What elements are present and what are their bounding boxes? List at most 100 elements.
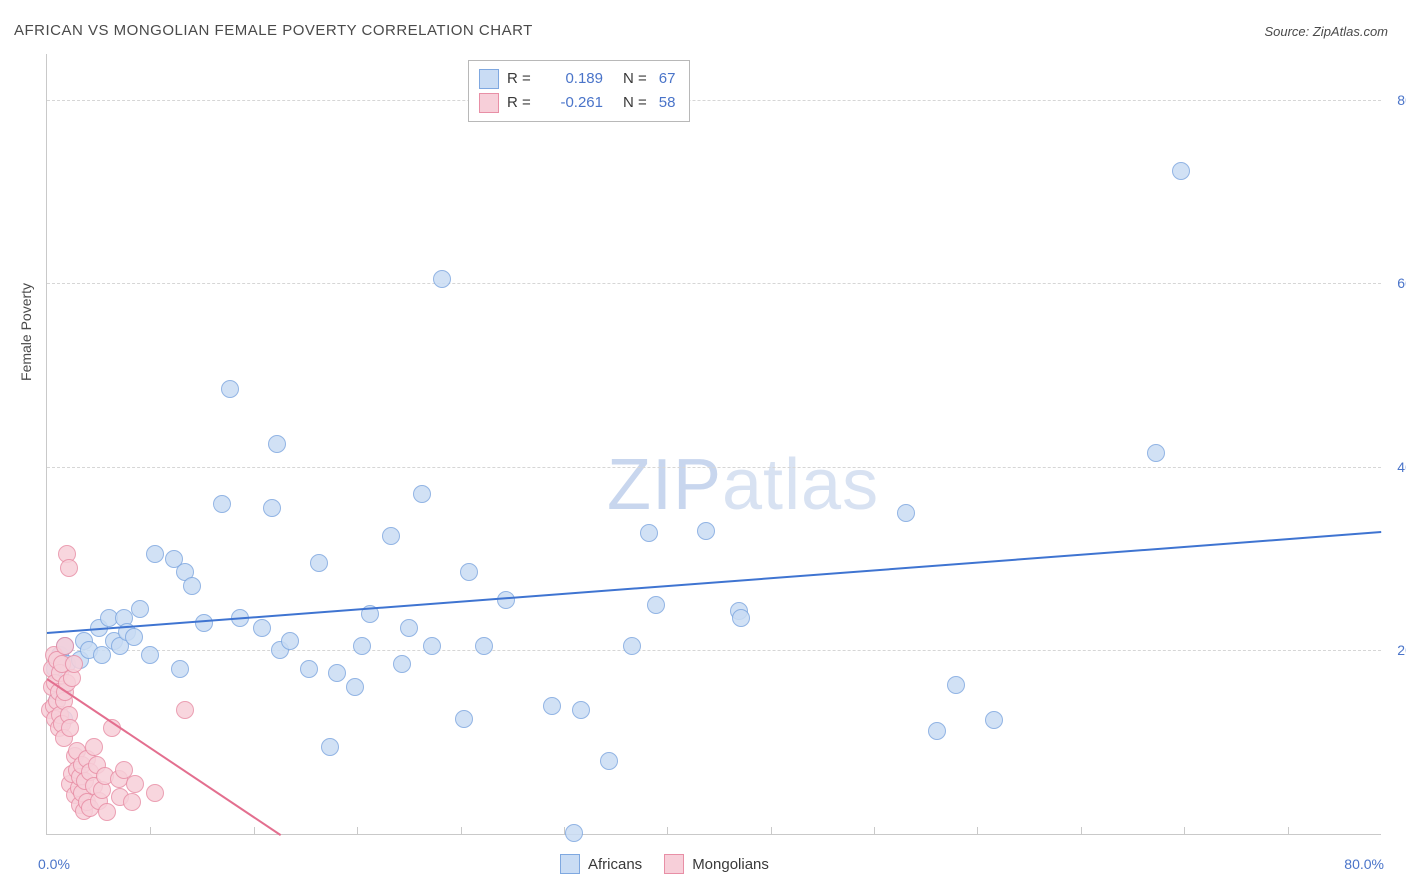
- y-axis-tick-label: 60.0%: [1397, 275, 1406, 291]
- data-point: [346, 678, 364, 696]
- x-axis-tick: [1288, 827, 1289, 835]
- n-label: N =: [623, 67, 647, 91]
- x-axis-max-label: 80.0%: [1344, 856, 1384, 872]
- x-axis-tick: [254, 827, 255, 835]
- r-label: R =: [507, 67, 535, 91]
- data-point: [195, 614, 213, 632]
- gridline: [47, 650, 1381, 651]
- x-axis-tick: [874, 827, 875, 835]
- x-axis-tick: [667, 827, 668, 835]
- x-axis-min-label: 0.0%: [38, 856, 70, 872]
- data-point: [281, 632, 299, 650]
- data-point: [125, 628, 143, 646]
- series-legend-item: Mongolians: [664, 854, 769, 874]
- data-point: [61, 719, 79, 737]
- x-axis-tick: [1081, 827, 1082, 835]
- data-point: [543, 697, 561, 715]
- data-point: [141, 646, 159, 664]
- data-point: [413, 485, 431, 503]
- data-point: [131, 600, 149, 618]
- r-value: 0.189: [543, 67, 603, 91]
- trend-line: [47, 531, 1381, 634]
- correlation-legend-row: R = 0.189 N = 67: [479, 67, 675, 91]
- data-point: [623, 637, 641, 655]
- x-axis-tick: [357, 827, 358, 835]
- y-axis-title: Female Poverty: [18, 283, 34, 381]
- data-point: [475, 637, 493, 655]
- data-point: [98, 803, 116, 821]
- data-point: [947, 676, 965, 694]
- watermark-part2: atlas: [722, 445, 879, 525]
- watermark: ZIPatlas: [607, 444, 879, 526]
- data-point: [928, 722, 946, 740]
- x-axis-tick: [771, 827, 772, 835]
- data-point: [171, 660, 189, 678]
- legend-swatch: [479, 69, 499, 89]
- watermark-part1: ZIP: [607, 445, 722, 525]
- data-point: [985, 711, 1003, 729]
- data-point: [1172, 162, 1190, 180]
- legend-swatch: [664, 854, 684, 874]
- data-point: [176, 701, 194, 719]
- data-point: [600, 752, 618, 770]
- data-point: [497, 591, 515, 609]
- data-point: [268, 435, 286, 453]
- data-point: [56, 637, 74, 655]
- n-label: N =: [623, 91, 647, 115]
- data-point: [253, 619, 271, 637]
- r-value: -0.261: [543, 91, 603, 115]
- data-point: [263, 499, 281, 517]
- gridline: [47, 467, 1381, 468]
- data-point: [565, 824, 583, 842]
- n-value: 67: [659, 67, 676, 91]
- gridline: [47, 283, 1381, 284]
- data-point: [433, 270, 451, 288]
- chart-title: AFRICAN VS MONGOLIAN FEMALE POVERTY CORR…: [14, 22, 533, 39]
- gridline: [47, 100, 1381, 101]
- data-point: [213, 495, 231, 513]
- data-point: [382, 527, 400, 545]
- data-point: [65, 655, 83, 673]
- correlation-legend-row: R = -0.261 N = 58: [479, 91, 675, 115]
- x-axis-tick: [977, 827, 978, 835]
- data-point: [126, 775, 144, 793]
- r-label: R =: [507, 91, 535, 115]
- data-point: [455, 710, 473, 728]
- data-point: [146, 545, 164, 563]
- data-point: [300, 660, 318, 678]
- data-point: [460, 563, 478, 581]
- data-point: [1147, 444, 1165, 462]
- y-axis-tick-label: 80.0%: [1397, 92, 1406, 108]
- data-point: [697, 522, 715, 540]
- plot-area: ZIPatlas 20.0%40.0%60.0%80.0%: [46, 54, 1381, 835]
- data-point: [423, 637, 441, 655]
- n-value: 58: [659, 91, 676, 115]
- data-point: [732, 609, 750, 627]
- correlation-legend: R = 0.189 N = 67 R = -0.261 N = 58: [468, 60, 690, 122]
- data-point: [640, 524, 658, 542]
- legend-swatch: [560, 854, 580, 874]
- data-point: [60, 559, 78, 577]
- data-point: [183, 577, 201, 595]
- data-point: [572, 701, 590, 719]
- data-point: [328, 664, 346, 682]
- data-point: [647, 596, 665, 614]
- legend-swatch: [479, 93, 499, 113]
- data-point: [310, 554, 328, 572]
- data-point: [393, 655, 411, 673]
- x-axis-tick: [150, 827, 151, 835]
- series-label: Mongolians: [692, 856, 769, 873]
- data-point: [221, 380, 239, 398]
- series-legend: Africans Mongolians: [560, 854, 769, 874]
- data-point: [321, 738, 339, 756]
- data-point: [353, 637, 371, 655]
- x-axis-tick: [1184, 827, 1185, 835]
- data-point: [146, 784, 164, 802]
- y-axis-tick-label: 20.0%: [1397, 642, 1406, 658]
- data-point: [85, 738, 103, 756]
- series-label: Africans: [588, 856, 642, 873]
- y-axis-tick-label: 40.0%: [1397, 459, 1406, 475]
- source-credit: Source: ZipAtlas.com: [1264, 24, 1388, 39]
- data-point: [123, 793, 141, 811]
- series-legend-item: Africans: [560, 854, 642, 874]
